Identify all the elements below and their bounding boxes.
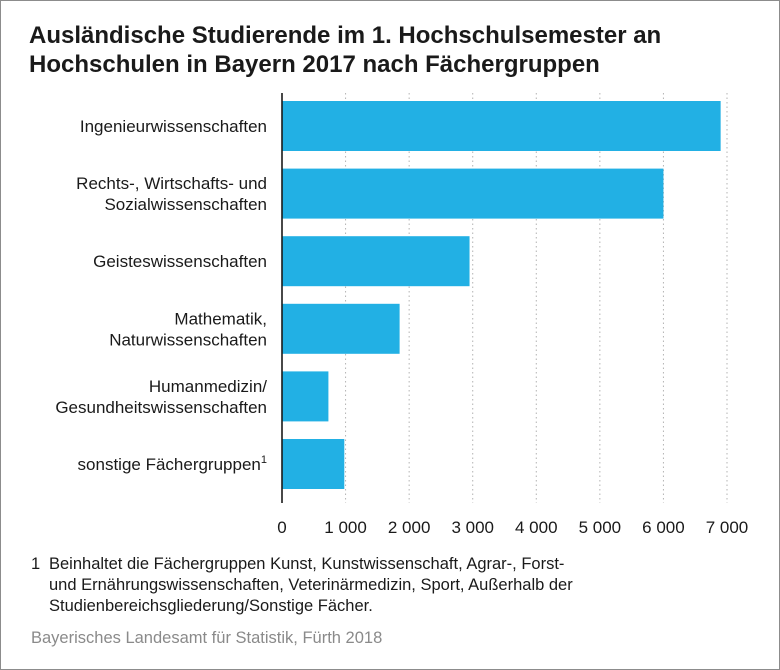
source-note: Bayerisches Landesamt für Statistik, Für… — [31, 629, 383, 647]
category-labels: Ingenieurwissenschaften Rechts-, Wirtscha… — [55, 117, 267, 474]
x-tick-label: 2 000 — [388, 518, 431, 537]
bar — [282, 168, 664, 219]
bar — [282, 439, 345, 489]
x-tick-label: 6 000 — [642, 518, 685, 537]
category-label-line: Gesundheitswissenschaften — [55, 398, 267, 417]
category-label: Mathematik, Naturwissenschaften — [109, 309, 267, 349]
x-tick-label: 7 000 — [706, 518, 749, 537]
x-tick-label: 1 000 — [324, 518, 367, 537]
category-label: Rechts-, Wirtschafts- und Sozialwissensch… — [76, 174, 267, 214]
category-label-line: Mathematik, — [174, 309, 267, 328]
bars — [282, 101, 721, 489]
category-label-line: Rechts-, Wirtschafts- und — [76, 174, 267, 193]
bar — [282, 101, 721, 151]
footnote-line: Studienbereichsgliederung/Sonstige Fäche… — [49, 597, 373, 615]
x-tick-label: 5 000 — [579, 518, 622, 537]
category-label: Humanmedizin/Gesundheitswissenschaften — [55, 377, 267, 417]
chart-title-line: Ausländische Studierende im 1. Hochschul… — [29, 22, 662, 49]
footnote-line: und Ernährungswissenschaften, Veterinärm… — [49, 576, 573, 594]
category-label: Geisteswissenschaften — [93, 252, 267, 271]
footnote-marker: 1 — [31, 555, 41, 573]
x-tick-label: 4 000 — [515, 518, 558, 537]
chart-title-line: Hochschulen in Bayern 2017 nach Fächergr… — [29, 51, 600, 78]
x-tick-label: 0 — [277, 518, 286, 537]
category-label-line: sonstige Fächergruppen — [78, 455, 261, 474]
category-label-line: Geisteswissenschaften — [93, 252, 267, 271]
category-label-line: Humanmedizin/ — [149, 377, 267, 396]
category-label-line: Naturwissenschaften — [109, 330, 267, 349]
grid-lines — [345, 93, 728, 503]
category-label: Ingenieurwissenschaften — [80, 117, 267, 136]
footnote-reference: 1 — [261, 454, 267, 466]
bar — [282, 236, 470, 287]
x-tick-labels: 0 1 000 2 000 3 000 4 000 5 000 6 000 7 000 — [277, 518, 748, 537]
x-tick-label: 3 000 — [451, 518, 494, 537]
category-label-line: Ingenieurwissenschaften — [80, 117, 267, 136]
chart-title: Ausländische Studierende im 1. Hochschul… — [29, 21, 749, 79]
category-label-line: Sozialwissenschaften — [104, 195, 267, 214]
bar — [282, 371, 329, 422]
category-label: sonstige Fächergruppen1 — [78, 454, 267, 474]
bar — [282, 303, 400, 354]
footnote-line: Beinhaltet die Fächergruppen Kunst, Kuns… — [49, 555, 565, 573]
footnote: 1 Beinhaltet die Fächergruppen Kunst, Ku… — [31, 554, 751, 617]
